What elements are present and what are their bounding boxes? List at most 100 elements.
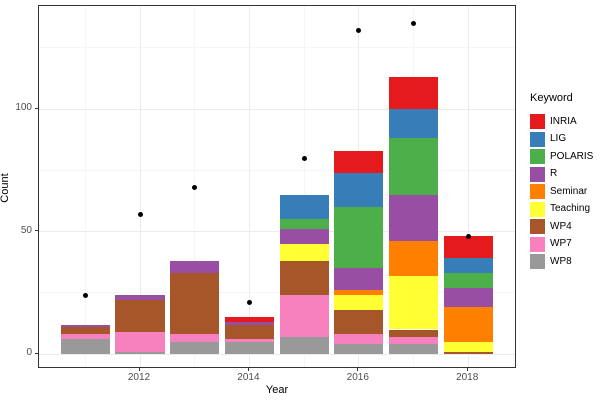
bar-segment-teaching-2018 <box>443 341 493 352</box>
bar-segment-wp4-2013 <box>170 273 220 335</box>
bar-segment-r-2017 <box>388 194 439 242</box>
bar-segment-wp7-2015 <box>279 295 329 337</box>
bar-segment-wp8-2012 <box>115 351 165 354</box>
bar-segment-inria-2016 <box>334 150 384 173</box>
legend-key-wp4 <box>530 219 545 234</box>
y-axis-title: Count <box>0 173 11 203</box>
scatter-dot-2017 <box>411 20 416 26</box>
x-tick-mark <box>357 368 359 371</box>
gridline-y-minor <box>39 47 515 49</box>
bar-segment-r-2012 <box>115 295 165 301</box>
bar-segment-wp4-2014 <box>224 324 274 340</box>
gridline-x-major <box>248 6 250 367</box>
x-tick-label: 2016 <box>346 372 369 383</box>
bar-segment-teaching-2017 <box>388 275 439 330</box>
bar-segment-wp8-2013 <box>170 341 220 354</box>
legend-title: Keyword <box>530 92 573 104</box>
bar-segment-teaching-2016 <box>334 295 384 310</box>
gridline-y-major <box>39 353 515 355</box>
bar-segment-r-2016 <box>334 268 384 291</box>
bar-segment-teaching-2015 <box>279 243 329 261</box>
gridline-x-minor <box>84 6 86 367</box>
x-tick-label: 2014 <box>237 372 260 383</box>
bar-segment-seminar-2017 <box>388 241 439 276</box>
bar-segment-wp8-2017 <box>388 344 439 354</box>
scatter-dot-2016 <box>356 28 362 34</box>
bar-segment-polaris-2015 <box>279 219 329 230</box>
scatter-dot-2013 <box>192 184 198 190</box>
legend-key-r <box>530 166 545 182</box>
scatter-dot-2012 <box>137 211 143 217</box>
bar-segment-seminar-2016 <box>334 290 384 296</box>
legend-label-r: R <box>550 168 558 179</box>
legend-key-polaris <box>530 149 545 164</box>
bar-segment-wp8-2016 <box>334 344 384 354</box>
x-axis-title: Year <box>265 384 289 396</box>
bar-segment-inria-2018 <box>443 236 493 259</box>
bar-segment-wp4-2012 <box>115 300 165 332</box>
legend: Keyword INRIA LIG POLARIS R Seminar Teaching W… <box>524 92 600 312</box>
bar-segment-seminar-2018 <box>443 307 493 342</box>
x-tick-mark <box>138 368 140 371</box>
gridline-y-minor <box>39 169 515 171</box>
legend-label-inria: INRIA <box>550 115 577 127</box>
plot-panel <box>38 5 516 368</box>
bar-segment-wp8-2015 <box>279 336 329 354</box>
bar-segment-wp7-2011 <box>60 334 110 340</box>
legend-key-lig <box>530 131 545 147</box>
scatter-dot-2018 <box>465 233 471 239</box>
x-tick-mark <box>466 368 468 371</box>
scatter-dot-2014 <box>246 300 252 306</box>
gridline-y-minor <box>39 292 515 294</box>
y-tick-label: 100 <box>15 102 32 113</box>
legend-label-lig: LIG <box>550 133 567 144</box>
bar-segment-lig-2016 <box>334 172 384 207</box>
gridline-x-major <box>467 6 469 367</box>
bar-segment-r-2013 <box>170 260 220 274</box>
bar-segment-lig-2015 <box>279 194 329 220</box>
y-tick-mark <box>35 107 38 109</box>
y-tick-label: 50 <box>20 224 32 236</box>
gridline-y-major <box>39 108 515 110</box>
bar-segment-inria-2017 <box>388 77 439 109</box>
legend-label-wp4: WP4 <box>550 220 572 232</box>
legend-label-wp7: WP7 <box>550 238 572 249</box>
bar-segment-lig-2018 <box>443 258 493 274</box>
legend-label-teaching: Teaching <box>550 203 591 214</box>
legend-key-wp8 <box>530 254 545 269</box>
x-tick-mark <box>247 368 249 371</box>
bar-segment-r-2011 <box>60 324 110 328</box>
bar-segment-inria-2014 <box>224 317 274 323</box>
legend-label-seminar: Seminar <box>550 185 588 197</box>
bar-segment-r-2018 <box>443 287 493 308</box>
bar-segment-wp4-2015 <box>279 260 329 296</box>
bar-segment-wp4-2016 <box>334 309 384 335</box>
y-tick-label: 0 <box>26 347 32 358</box>
bar-segment-polaris-2018 <box>443 273 493 288</box>
bar-segment-wp7-2013 <box>170 334 220 342</box>
bar-segment-wp7-2016 <box>334 334 384 345</box>
legend-key-seminar <box>530 184 545 199</box>
y-tick-mark <box>35 352 38 354</box>
legend-key-inria <box>530 114 545 129</box>
bar-segment-polaris-2016 <box>334 207 384 269</box>
bar-segment-r-2014 <box>224 322 274 325</box>
bar-segment-wp7-2012 <box>115 331 165 352</box>
bar-segment-wp8-2014 <box>224 341 274 354</box>
legend-label-wp8: WP8 <box>550 255 572 267</box>
bar-segment-lig-2017 <box>388 109 439 139</box>
bar-segment-wp4-2018 <box>443 351 493 354</box>
gridline-y-major <box>39 231 515 232</box>
x-tick-label: 2018 <box>456 372 479 383</box>
bar-segment-wp4-2011 <box>60 327 110 335</box>
y-tick-mark <box>35 230 38 231</box>
bar-segment-wp4-2017 <box>388 329 439 337</box>
scatter-dot-2011 <box>82 292 88 298</box>
legend-label-polaris: POLARIS <box>550 150 594 162</box>
bar-segment-r-2015 <box>279 229 329 244</box>
scatter-dot-2015 <box>301 155 307 161</box>
bar-segment-wp8-2011 <box>60 339 110 354</box>
x-tick-label: 2012 <box>127 372 151 383</box>
gridline-x-minor <box>303 6 305 367</box>
